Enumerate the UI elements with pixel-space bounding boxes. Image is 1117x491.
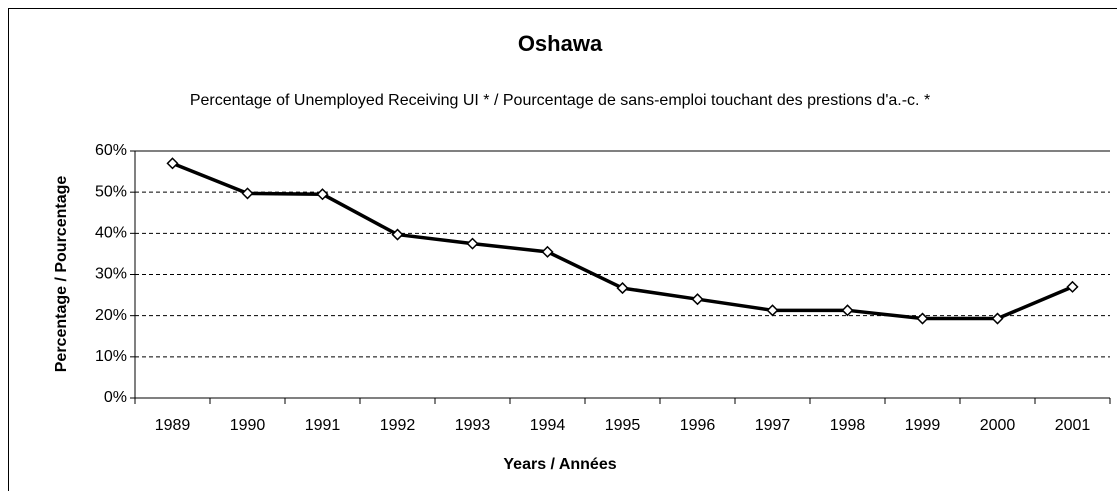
marker [766, 304, 779, 317]
marker [466, 237, 479, 250]
x-tick-label: 1997 [755, 417, 791, 434]
y-tick-label: 20% [95, 307, 127, 324]
marker [691, 293, 704, 306]
marker [916, 312, 929, 325]
y-tick-label: 30% [95, 266, 127, 283]
x-tick-label: 1998 [830, 417, 866, 434]
y-tick-label: 10% [95, 348, 127, 365]
marker [166, 157, 179, 170]
x-tick-label: 1995 [605, 417, 641, 434]
x-tick-label: 1993 [455, 417, 491, 434]
x-tick-label: 1994 [530, 417, 566, 434]
marker [391, 228, 404, 241]
y-tick-label: 40% [95, 225, 127, 242]
marker [241, 187, 254, 200]
x-tick-label: 1999 [905, 417, 941, 434]
marker [1066, 280, 1079, 293]
chart-title: Oshawa [518, 31, 603, 56]
x-tick-label: 1991 [305, 417, 341, 434]
x-axis-title: Years / Années [503, 456, 616, 473]
marker [991, 312, 1004, 325]
chart-border [8, 8, 1117, 491]
y-tick-label: 0% [104, 389, 127, 406]
marker [616, 282, 629, 295]
x-tick-label: 1989 [155, 417, 191, 434]
y-axis-title: Percentage / Pourcentage [53, 176, 70, 373]
x-tick-label: 1990 [230, 417, 266, 434]
y-tick-label: 50% [95, 183, 127, 200]
marker [541, 245, 554, 258]
x-tick-label: 2001 [1055, 417, 1091, 434]
x-tick-label: 1992 [380, 417, 416, 434]
marker [841, 304, 854, 317]
x-tick-label: 1996 [680, 417, 716, 434]
chart-subtitle: Percentage of Unemployed Receiving UI * … [190, 92, 930, 109]
y-tick-label: 60% [95, 142, 127, 159]
marker [316, 188, 329, 201]
x-tick-label: 2000 [980, 417, 1016, 434]
